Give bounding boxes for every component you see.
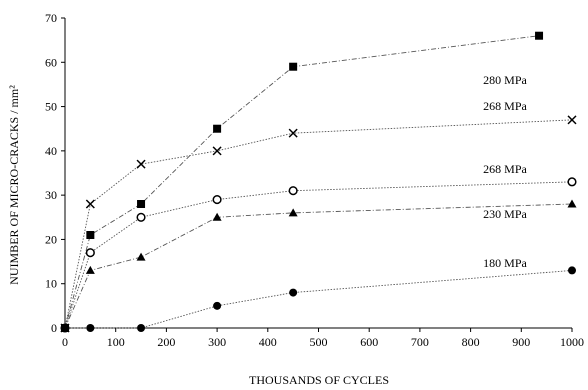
x-tick-label: 900 (512, 335, 530, 349)
series-line (65, 269, 573, 329)
marker-cross-stroke (136, 159, 146, 169)
marker-cross-stroke (85, 199, 95, 209)
marker-triangle (567, 199, 577, 208)
x-tick-label: 400 (259, 335, 277, 349)
marker-triangle (136, 252, 146, 261)
series-line (64, 181, 573, 329)
series-lines (64, 35, 573, 329)
x-tick-label: 0 (62, 335, 68, 349)
marker-cross-stroke (212, 146, 222, 156)
series-line (64, 119, 573, 329)
marker-cross (567, 115, 577, 125)
marker-triangle (212, 212, 222, 221)
marker-circle-filled (289, 288, 298, 297)
series-markers-group (61, 266, 576, 332)
marker-cross-stroke (288, 128, 298, 138)
marker-circle-filled (61, 324, 69, 332)
series-markers (60, 31, 577, 333)
x-tick-label: 100 (107, 335, 125, 349)
y-tick-label: 30 (45, 188, 57, 202)
x-tick-label: 300 (208, 335, 226, 349)
marker-square (535, 31, 544, 40)
x-tick-label: 700 (411, 335, 429, 349)
y-tick-label: 10 (45, 277, 57, 291)
x-axis-label: THOUSANDS OF CYCLES (249, 373, 389, 387)
marker-triangle (288, 208, 298, 217)
marker-cross (85, 199, 95, 209)
marker-cross-stroke (567, 115, 577, 125)
series-markers-group (60, 115, 577, 333)
series-label: 268 MPa (483, 99, 527, 113)
series-label: 268 MPa (483, 162, 527, 176)
marker-circle-open (288, 186, 298, 196)
series-label: 280 MPa (483, 73, 527, 87)
x-tick-label: 800 (462, 335, 480, 349)
series-line (64, 203, 573, 329)
series-label: 230 MPa (483, 207, 527, 221)
marker-circle-filled (86, 324, 95, 332)
x-tick-label: 500 (310, 335, 328, 349)
marker-circle-open (567, 177, 577, 187)
y-tick-label: 60 (45, 55, 57, 69)
marker-circle-filled (568, 266, 576, 275)
marker-triangle (85, 265, 95, 274)
y-tick-label: 0 (51, 321, 57, 335)
y-tick-label: 20 (45, 232, 57, 246)
marker-circle-filled (213, 301, 222, 310)
marker-square (86, 231, 95, 239)
marker-circle-filled (137, 324, 146, 332)
marker-cross (212, 146, 222, 156)
marker-square (137, 200, 146, 208)
series-line (64, 35, 540, 329)
series-label: 180 MPa (483, 256, 527, 270)
y-axis-label: NUIMBER OF MICRO-CRACKS / mm² (7, 85, 21, 285)
series-markers-group (61, 31, 544, 332)
marker-square (213, 124, 222, 133)
x-tick-label: 200 (157, 335, 175, 349)
y-tick-label: 70 (45, 11, 57, 25)
marker-square (289, 62, 298, 71)
marker-circle-open (136, 212, 146, 222)
marker-cross (288, 128, 298, 138)
y-tick-label: 50 (45, 100, 57, 114)
x-tick-label: 1000 (560, 335, 584, 349)
series-labels: 280 MPa 268 MPa 268 MPa 230 MPa 180 MPa (483, 73, 527, 270)
marker-cross (136, 159, 146, 169)
y-tick-label: 40 (45, 144, 57, 158)
x-tick-label: 600 (360, 335, 378, 349)
marker-circle-open (212, 195, 222, 205)
marker-circle-open (85, 248, 95, 258)
